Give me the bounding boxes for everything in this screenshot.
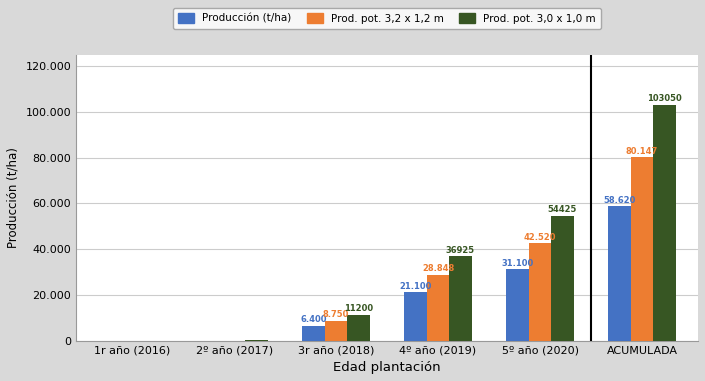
- Bar: [551, 216, 574, 341]
- Bar: [631, 157, 654, 341]
- Text: 21.100: 21.100: [400, 282, 432, 291]
- Text: 54425: 54425: [548, 205, 577, 215]
- Text: 31.100: 31.100: [501, 259, 534, 268]
- Text: 103050: 103050: [647, 94, 682, 103]
- Text: 11200: 11200: [344, 304, 373, 314]
- Text: 28.848: 28.848: [422, 264, 454, 273]
- Text: 58.620: 58.620: [603, 196, 636, 205]
- Bar: [405, 292, 427, 341]
- Bar: [427, 275, 449, 341]
- X-axis label: Edad plantación: Edad plantación: [333, 361, 441, 374]
- Y-axis label: Producción (t/ha): Producción (t/ha): [7, 147, 20, 248]
- Text: 36925: 36925: [446, 245, 475, 255]
- Bar: [449, 256, 472, 341]
- Text: 8.750: 8.750: [323, 310, 349, 319]
- Text: 42.520: 42.520: [524, 233, 556, 242]
- Bar: [506, 269, 529, 341]
- Bar: [529, 243, 551, 341]
- Bar: [348, 315, 369, 341]
- Bar: [245, 340, 268, 341]
- Legend: Producción (t/ha), Prod. pot. 3,2 x 1,2 m, Prod. pot. 3,0 x 1,0 m: Producción (t/ha), Prod. pot. 3,2 x 1,2 …: [173, 8, 601, 29]
- Bar: [302, 326, 325, 341]
- Text: 80.147: 80.147: [626, 147, 658, 155]
- Text: 6.400: 6.400: [300, 315, 327, 324]
- Bar: [654, 105, 675, 341]
- Bar: [608, 207, 631, 341]
- Bar: [325, 321, 348, 341]
